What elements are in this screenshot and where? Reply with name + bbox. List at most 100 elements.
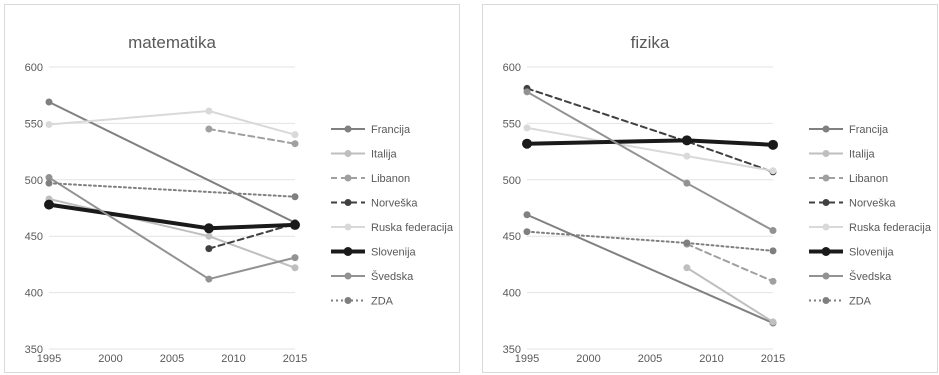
y-tick-label: 350: [25, 344, 43, 356]
y-tick-label: 550: [503, 118, 521, 130]
legend-marker: [822, 272, 830, 280]
data-point: [45, 174, 53, 182]
series-line-5: [525, 138, 775, 147]
legend-marker: [822, 199, 830, 206]
data-point: [522, 138, 532, 149]
x-tick-label: 2005: [638, 353, 662, 365]
legend-marker: [343, 247, 353, 256]
legend-marker: [344, 272, 352, 280]
x-tick-label: 2015: [283, 353, 307, 365]
x-tick-label: 2015: [761, 353, 785, 365]
data-point: [291, 264, 299, 272]
legend-marker: [344, 174, 352, 182]
data-point: [203, 223, 214, 234]
legend-marker: [344, 199, 352, 206]
legend-label: Francija: [371, 124, 411, 136]
series-line-3: [207, 222, 296, 250]
data-point: [291, 193, 299, 201]
series-line-5: [47, 202, 297, 231]
data-point: [681, 135, 692, 146]
legend-marker: [821, 247, 831, 256]
chart-fizika: fizika 350 400 450 500 550 600 1995 2000 2005 2010…: [482, 4, 938, 373]
chart-matematika: matematika 350 400 450 500 550 600 1995 2000 2005…: [4, 4, 460, 373]
data-point: [205, 275, 213, 283]
legend-label: ZDA: [371, 296, 394, 308]
y-tick-label: 400: [503, 288, 521, 300]
data-point: [45, 121, 53, 129]
legend-marker: [822, 125, 830, 133]
legend-label: Švedska: [849, 270, 892, 283]
legend-label: Francija: [849, 124, 889, 136]
data-point: [205, 125, 213, 133]
x-tick-label: 1995: [515, 353, 539, 365]
series-line-7: [48, 182, 296, 198]
chart-matematika-svg: matematika 350 400 450 500 550 600 1995 2000 2005…: [25, 33, 454, 365]
legend-label: Libanon: [849, 173, 888, 185]
legend-marker: [344, 297, 352, 304]
x-tick-label: 2000: [576, 353, 600, 365]
series-line-0: [526, 213, 774, 325]
data-point: [44, 199, 54, 210]
data-point: [683, 179, 691, 187]
legend-marker: [344, 125, 352, 133]
series-line-3: [526, 87, 774, 173]
chart-title: matematika: [128, 33, 216, 52]
legend-label: Norveška: [849, 198, 896, 210]
data-point: [291, 254, 299, 262]
legend-marker: [344, 150, 352, 157]
chart-title: fizika: [631, 33, 670, 52]
x-tick-label: 2005: [160, 353, 184, 365]
y-tick-label: 550: [25, 118, 43, 130]
x-tick-label: 2010: [699, 353, 723, 365]
legend-label: Slovenija: [371, 247, 417, 259]
series-line-7: [526, 230, 774, 252]
y-tick-label: 450: [503, 231, 521, 243]
data-point: [769, 227, 777, 235]
series-line-1: [685, 266, 774, 323]
legend-marker: [822, 174, 830, 182]
data-point: [205, 245, 213, 253]
legend-label: Norveška: [371, 198, 418, 210]
y-tick-label: 600: [25, 62, 43, 74]
chart-fizika-svg: fizika 350 400 450 500 550 600 1995 2000 2005 2010…: [503, 33, 932, 365]
series-line-4: [526, 126, 774, 172]
legend-label: Švedska: [371, 270, 414, 283]
data-point: [769, 247, 777, 255]
data-point: [523, 228, 531, 236]
legend-marker: [822, 150, 830, 157]
y-tick-label: 500: [25, 175, 43, 187]
data-point: [291, 131, 299, 139]
data-point: [768, 139, 778, 150]
series-line-4: [48, 109, 296, 136]
series-line-2: [685, 243, 774, 283]
y-tick-label: 600: [503, 62, 521, 74]
series-line-0: [48, 100, 296, 224]
x-tick-label: 2000: [98, 353, 122, 365]
data-point: [523, 124, 531, 132]
legend-label: Ruska federacija: [849, 222, 932, 234]
legend-label: ZDA: [849, 296, 872, 308]
data-point: [205, 107, 213, 115]
legend-label: Slovenija: [849, 247, 895, 259]
y-tick-label: 500: [503, 175, 521, 187]
x-tick-label: 1995: [37, 353, 61, 365]
legend-label: Italija: [849, 149, 876, 161]
legend-label: Italija: [371, 149, 398, 161]
legend-marker: [822, 297, 830, 304]
data-point: [523, 88, 531, 96]
y-tick-label: 350: [503, 344, 521, 356]
data-point: [769, 167, 777, 175]
y-tick-label: 450: [25, 231, 43, 243]
data-point: [523, 211, 531, 219]
series-line-2: [207, 128, 296, 145]
data-point: [769, 318, 777, 326]
y-tick-label: 400: [25, 288, 43, 300]
data-point: [683, 239, 691, 247]
data-point: [45, 98, 53, 106]
data-point: [290, 219, 300, 230]
legend-label: Ruska federacija: [371, 222, 454, 234]
data-point: [291, 140, 299, 148]
legend-label: Libanon: [371, 173, 410, 185]
legend-marker: [822, 223, 830, 231]
data-point: [683, 264, 691, 272]
